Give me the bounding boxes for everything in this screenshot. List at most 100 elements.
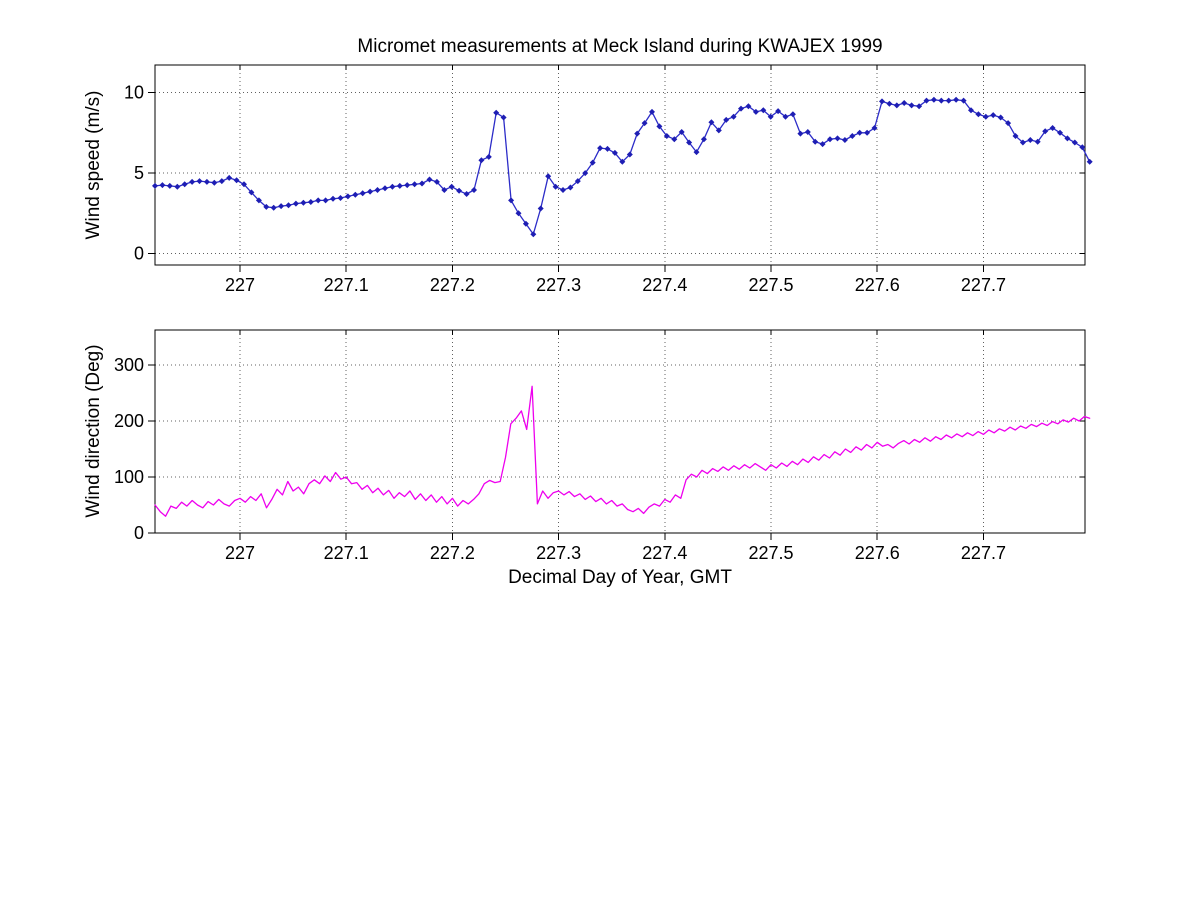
x-tick-label: 227.6 <box>855 275 900 295</box>
x-tick-label: 227.4 <box>642 275 687 295</box>
wind-speed-data-point <box>789 111 796 118</box>
wind-speed-data-point <box>1079 144 1086 151</box>
x-tick-label: 227.3 <box>536 543 581 563</box>
wind-speed-data-point <box>330 195 336 202</box>
wind-speed-data-point <box>471 187 477 193</box>
wind-speed-data-point <box>567 184 574 191</box>
wind-speed-data-point <box>196 178 203 185</box>
wind-speed-data-point <box>990 112 997 119</box>
wind-speed-data-point <box>574 178 581 185</box>
wind-speed-data-point <box>782 113 789 120</box>
wind-speed-data-point <box>218 178 225 185</box>
wind-speed-data-point <box>404 182 411 189</box>
wind-speed-data-point <box>700 136 707 143</box>
wind-speed-data-point <box>1019 139 1026 146</box>
wind-speed-data-point <box>552 183 559 190</box>
wind-speed-data-point <box>671 136 678 143</box>
wind-speed-data-point <box>485 153 492 160</box>
wind-speed-data-point <box>879 98 885 105</box>
wind-speed-data-point <box>352 191 359 198</box>
wind-speed-data-point <box>181 181 188 188</box>
wind-speed-data-point <box>589 159 596 166</box>
wind-speed-data-point <box>508 197 515 204</box>
y-tick-label: 100 <box>114 467 144 487</box>
wind-speed-data-point <box>419 180 425 187</box>
wind-speed-data-point <box>522 220 529 227</box>
wind-speed-data-point <box>292 200 299 207</box>
wind-speed-data-point <box>560 187 566 193</box>
wind-speed-data-point <box>908 102 915 109</box>
wind-speed-data-point <box>463 191 470 197</box>
figure-title: Micromet measurements at Meck Island dur… <box>357 36 882 57</box>
y-tick-label: 200 <box>114 411 144 431</box>
wind-speed-data-point <box>856 129 863 136</box>
wind-speed-data-point <box>307 199 314 205</box>
wind-speed-data-point <box>411 181 418 188</box>
wind-speed-data-point <box>812 138 819 145</box>
wind-speed-data-point <box>1064 135 1071 142</box>
wind-speed-data-point <box>1005 120 1012 127</box>
wind-speed-data-point <box>582 170 589 177</box>
wind-speed-data-point <box>752 108 759 115</box>
wind-speed-data-point <box>663 133 670 139</box>
wind-speed-data-point <box>960 97 967 104</box>
wind-speed-data-point <box>1086 158 1093 165</box>
wind-speed-data-point <box>723 116 730 123</box>
wind-speed-data-point <box>315 197 322 204</box>
wind-speed-data-point <box>864 129 871 136</box>
wind-speed-data-point <box>634 130 641 137</box>
wind-direction-line <box>154 385 1091 517</box>
wind-speed-data-point <box>152 182 158 189</box>
wind-speed-data-point <box>804 129 811 135</box>
wind-speed-data-point <box>871 125 878 131</box>
wind-speed-data-point <box>901 100 908 106</box>
wind-speed-data-point <box>938 97 945 104</box>
wind-speed-data-point <box>945 97 952 104</box>
wind-speed-data-point <box>248 189 255 196</box>
wind-speed-data-point <box>730 113 737 120</box>
x-tick-label: 227 <box>225 543 255 563</box>
wind-speed-axes: 227 227.1 227.2 227.3 227.4 227.5 227.6 227.7 0 5… <box>124 64 1093 295</box>
wind-direction-axes: 227 227.1 227.2 227.3 227.4 227.5 227.6 227.7 0 1… <box>114 329 1091 563</box>
wind-speed-data-point <box>285 202 292 209</box>
plot-border <box>154 64 1086 266</box>
wind-speed-data-point <box>1042 128 1049 135</box>
x-tick-label: 227.7 <box>961 543 1006 563</box>
wind-speed-data-point <box>997 114 1004 121</box>
y-tick-label: 0 <box>134 523 144 543</box>
wind-speed-data-point <box>322 197 329 204</box>
wind-speed-data-point <box>923 97 930 104</box>
wind-speed-data-point <box>797 130 804 137</box>
x-tick-label: 227.2 <box>430 543 475 563</box>
x-tick-label: 227.7 <box>961 275 1006 295</box>
wind-speed-data-point <box>159 182 166 189</box>
wind-speed-data-point <box>619 158 626 165</box>
wind-speed-data-point <box>693 149 700 156</box>
wind-speed-data-point <box>968 107 974 114</box>
wind-speed-data-point <box>975 111 982 118</box>
wind-speed-data-point <box>738 105 744 112</box>
x-tick-label: 227.1 <box>324 275 369 295</box>
wind-speed-data-point <box>367 188 374 195</box>
wind-speed-data-point <box>211 179 218 186</box>
wind-speed-data-point <box>537 205 544 212</box>
wind-speed-data-point <box>834 135 841 142</box>
wind-speed-data-point <box>1071 139 1078 146</box>
wind-speed-data-point <box>827 136 833 143</box>
x-tick-label: 227 <box>225 275 255 295</box>
wind-speed-data-point <box>530 231 537 238</box>
wind-speed-data-point <box>982 113 989 120</box>
wind-speed-data-point <box>641 120 648 127</box>
wind-speed-data-point <box>515 210 522 217</box>
wind-speed-data-point <box>893 102 900 109</box>
wind-speed-data-point <box>255 197 262 204</box>
wind-speed-data-point <box>344 193 351 200</box>
wind-speed-data-point <box>886 100 893 107</box>
wind-speed-data-point <box>448 183 455 190</box>
x-tick-label: 227.1 <box>324 543 369 563</box>
wind-speed-data-point <box>916 103 923 110</box>
wind-speed-data-point <box>241 181 247 188</box>
wind-speed-data-point <box>597 145 604 152</box>
